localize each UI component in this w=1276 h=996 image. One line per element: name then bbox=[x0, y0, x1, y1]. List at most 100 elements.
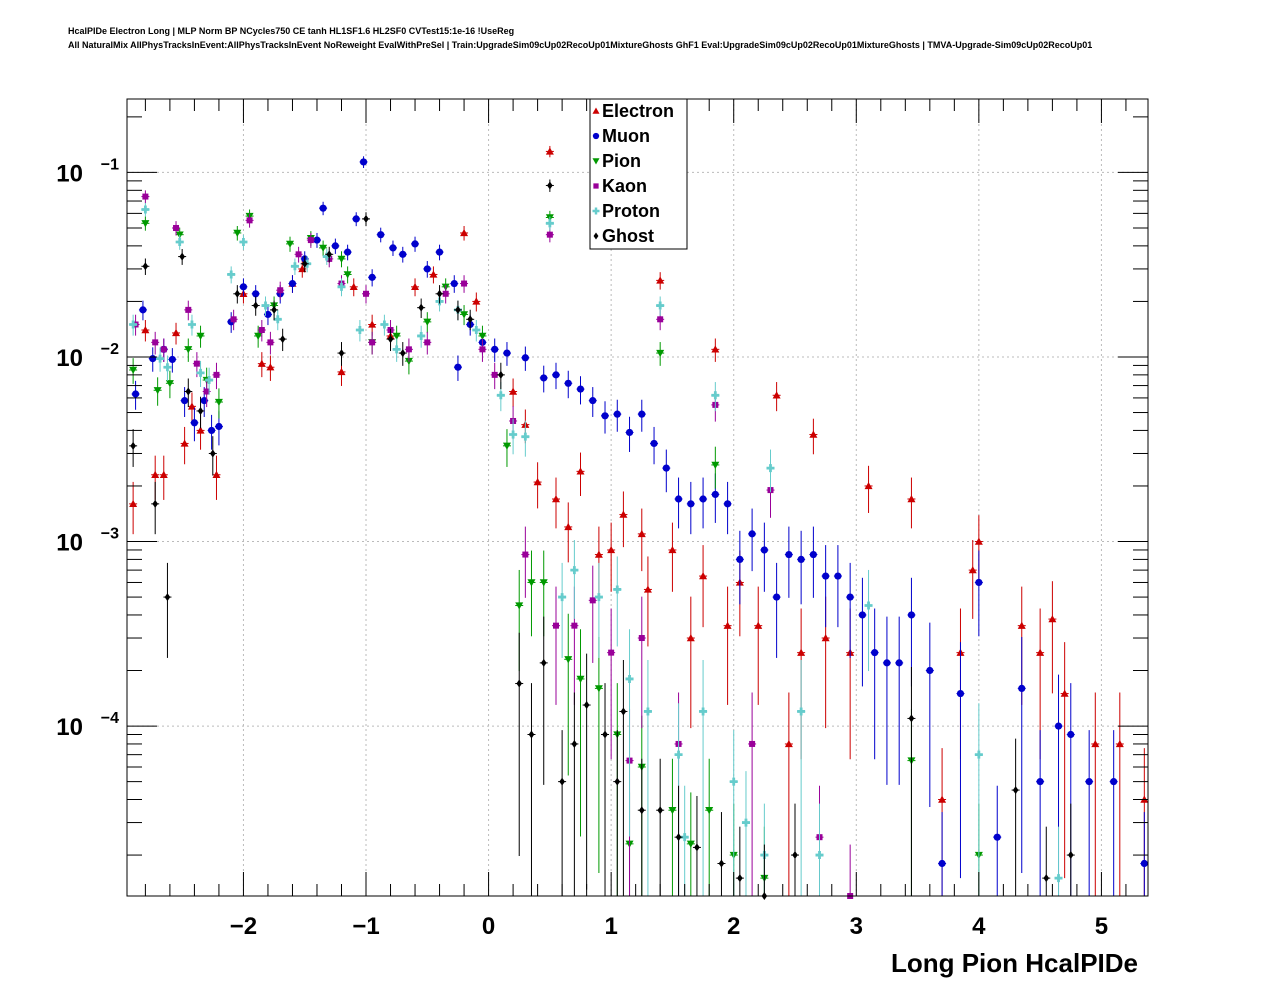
data-point-muon bbox=[453, 355, 462, 381]
data-point-pion bbox=[184, 338, 193, 362]
data-point-ghost bbox=[692, 795, 701, 896]
data-point-electron bbox=[257, 352, 266, 378]
data-point-proton bbox=[545, 216, 554, 231]
data-point-muon bbox=[576, 376, 585, 405]
data-point-pion bbox=[196, 325, 205, 348]
data-point-ghost bbox=[539, 616, 548, 785]
data-point-muon bbox=[809, 526, 818, 598]
chart-title-line-1: HcalPIDe Electron Long | MLP Norm BP NCy… bbox=[68, 26, 515, 36]
data-point-muon bbox=[1085, 730, 1094, 896]
legend-label: Proton bbox=[602, 201, 660, 221]
legend-box bbox=[589, 98, 688, 250]
data-point-electron bbox=[686, 596, 695, 729]
data-point-proton bbox=[392, 338, 401, 362]
data-point-proton bbox=[205, 367, 214, 395]
legend-label: Pion bbox=[602, 151, 641, 171]
data-point-muon bbox=[938, 812, 947, 896]
data-point-ghost bbox=[907, 666, 916, 896]
data-point-muon bbox=[319, 201, 328, 216]
data-point-electron bbox=[551, 477, 560, 529]
y-tick-label: 10 −4 bbox=[56, 710, 119, 741]
data-point-proton bbox=[355, 320, 364, 342]
series-muon bbox=[131, 156, 1149, 896]
data-point-muon bbox=[539, 365, 548, 393]
data-point-muon bbox=[1017, 636, 1026, 873]
data-point-muon bbox=[674, 477, 683, 529]
data-point-muon bbox=[974, 550, 983, 637]
data-point-ghost bbox=[545, 179, 554, 192]
data-point-muon bbox=[699, 477, 708, 529]
data-point-muon bbox=[343, 244, 352, 261]
data-point-muon bbox=[956, 642, 965, 879]
data-point-proton bbox=[163, 355, 172, 381]
data-point-proton bbox=[699, 660, 708, 896]
data-point-muon bbox=[772, 562, 781, 658]
data-point-electron bbox=[711, 338, 720, 362]
axis-ticks bbox=[127, 99, 1148, 896]
data-point-ghost bbox=[1066, 803, 1075, 896]
data-point-ghost bbox=[151, 481, 160, 535]
data-point-kaon bbox=[521, 526, 530, 598]
data-point-electron bbox=[656, 272, 665, 290]
data-point-muon bbox=[138, 300, 147, 321]
data-point-proton bbox=[643, 660, 652, 896]
data-point-ghost bbox=[278, 328, 287, 352]
y-tick-label: 10 −1 bbox=[56, 156, 119, 187]
data-point-muon bbox=[650, 426, 659, 465]
data-point-kaon bbox=[212, 362, 221, 390]
data-point-proton bbox=[273, 309, 282, 331]
data-point-muon bbox=[846, 562, 855, 658]
data-point-proton bbox=[797, 660, 806, 896]
data-point-ghost bbox=[417, 298, 426, 319]
data-point-pion bbox=[141, 216, 150, 231]
data-point-kaon bbox=[551, 586, 560, 705]
data-point-pion bbox=[502, 429, 511, 467]
data-point-proton bbox=[417, 325, 426, 348]
legend-entry-ghost: Ghost bbox=[593, 226, 654, 246]
data-point-ghost bbox=[337, 342, 346, 366]
data-point-muon bbox=[821, 545, 830, 628]
data-point-proton bbox=[380, 314, 389, 336]
data-point-proton bbox=[129, 314, 138, 336]
series-electron bbox=[129, 145, 1149, 896]
data-point-muon bbox=[1109, 730, 1118, 896]
data-point-muon bbox=[207, 414, 216, 450]
data-point-kaon bbox=[368, 331, 377, 355]
data-point-muon bbox=[376, 227, 385, 243]
data-point-ghost bbox=[251, 296, 260, 316]
data-point-pion bbox=[711, 446, 720, 489]
data-point-proton bbox=[570, 540, 579, 619]
data-point-ghost bbox=[208, 436, 217, 476]
data-point-pion bbox=[214, 388, 223, 419]
data-point-proton bbox=[711, 382, 720, 412]
data-point-pion bbox=[286, 236, 295, 252]
data-point-muon bbox=[551, 362, 560, 390]
data-point-electron bbox=[968, 540, 977, 619]
data-point-proton bbox=[594, 562, 603, 658]
data-point-muon bbox=[662, 449, 671, 493]
data-point-muon bbox=[352, 212, 361, 227]
x-tick-label: 0 bbox=[482, 913, 495, 940]
data-point-electron bbox=[907, 477, 916, 529]
series-proton bbox=[129, 203, 1063, 896]
data-point-ghost bbox=[386, 328, 395, 352]
data-point-ghost bbox=[570, 692, 579, 896]
data-point-kaon bbox=[229, 309, 238, 331]
x-tick-label: −2 bbox=[230, 913, 257, 940]
data-point-kaon bbox=[294, 246, 303, 263]
legend: Electron Muon Pion Kaon Proton Ghost bbox=[589, 98, 688, 250]
data-point-electron bbox=[411, 278, 420, 297]
data-point-muon bbox=[490, 338, 499, 362]
data-point-ghost bbox=[496, 362, 505, 390]
data-point-proton bbox=[815, 803, 824, 896]
data-point-kaon bbox=[404, 338, 413, 362]
data-point-electron bbox=[187, 392, 196, 424]
data-point-pion bbox=[423, 312, 432, 333]
x-tick-label: 2 bbox=[727, 913, 740, 940]
data-point-kaon bbox=[245, 213, 254, 228]
data-point-muon bbox=[521, 346, 530, 371]
data-point-muon bbox=[1036, 730, 1045, 896]
data-point-kaon bbox=[490, 362, 499, 390]
data-point-ghost bbox=[141, 258, 150, 275]
data-point-pion bbox=[337, 251, 346, 268]
